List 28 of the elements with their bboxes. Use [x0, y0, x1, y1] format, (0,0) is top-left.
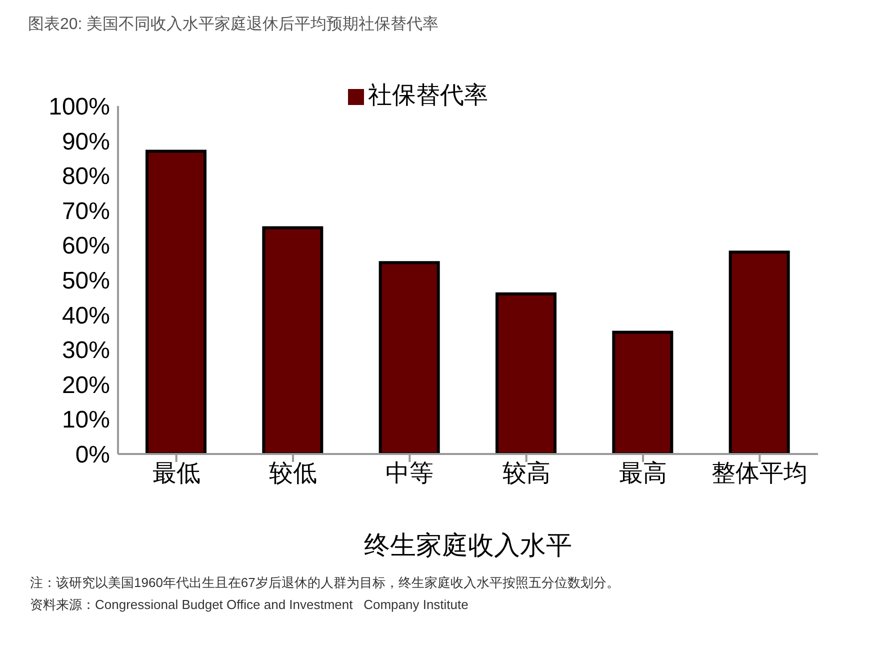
bar: [496, 292, 556, 454]
y-tick-label: 50%: [62, 268, 110, 295]
x-tick-label: 最高: [619, 460, 667, 488]
y-tick-label: 40%: [62, 302, 110, 330]
y-tick-label: 30%: [62, 337, 110, 364]
bar: [612, 330, 674, 454]
y-tick-label: 70%: [62, 198, 110, 225]
text: 注：该研究以美国1960年代出生且在67岁后退休的人群为目标，终生家庭收入水平按照五分位数划分。: [30, 574, 620, 592]
chart-title: 图表20: 美国不同收入水平家庭退休后平均预期社保替代率: [27, 14, 440, 35]
bar: [728, 250, 790, 454]
x-axis-title: 终生家庭收入水平: [364, 530, 572, 560]
y-tick-label: 80%: [62, 163, 110, 190]
y-tick-label: 60%: [62, 232, 110, 260]
bar: [378, 261, 440, 454]
x-tick-label: 中等: [386, 460, 434, 488]
legend-label: 社保替代率: [368, 82, 488, 109]
text: 资料来源：Congressional Budget Office and Investment Company Institute: [30, 596, 470, 614]
y-tick-label: 20%: [62, 372, 110, 399]
x-tick-label: 较低: [269, 460, 317, 488]
y-tick-label: 0%: [75, 442, 110, 469]
x-tick-label: 最低: [152, 460, 200, 488]
y-tick-label: 90%: [62, 128, 110, 156]
bar: [262, 226, 324, 454]
x-tick-label: 整体平均: [712, 460, 808, 488]
y-tick-label: 100%: [48, 94, 110, 121]
bar: [146, 150, 206, 454]
y-tick-label: 10%: [62, 406, 110, 434]
x-tick-label: 较高: [502, 460, 550, 488]
